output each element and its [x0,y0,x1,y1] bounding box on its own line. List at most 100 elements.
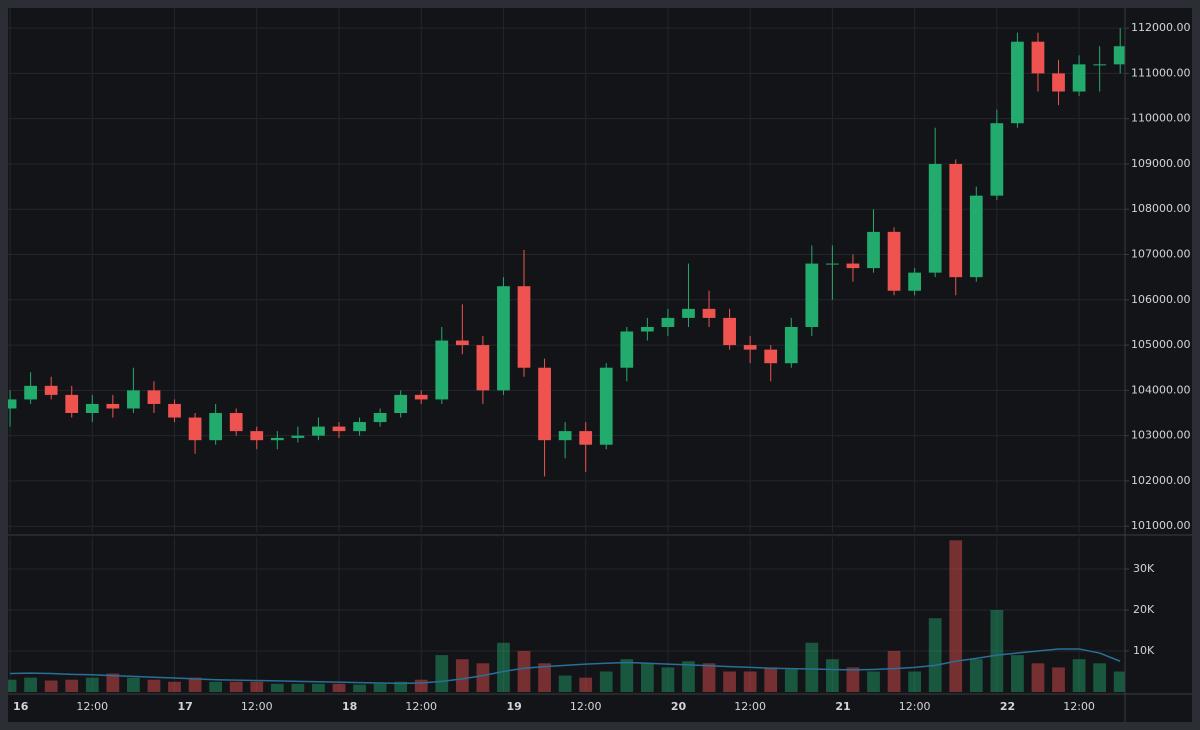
candle-body [65,394,79,414]
volume-bar [353,684,366,692]
volume-bar [969,659,983,692]
volume-bar [1052,667,1065,692]
candle-body [661,317,675,327]
candle-body [928,163,942,273]
y-tick-label: 109000.00 [1131,157,1191,170]
candle-body [394,394,408,414]
volume-bar [65,679,79,692]
volume-tick-label: 30K [1133,562,1155,575]
candle-body [85,403,99,414]
volume-bar [1093,663,1107,692]
candle-body [743,345,757,350]
candle-body [1011,41,1024,124]
volume-bar [1011,655,1024,692]
volume-bar [558,675,572,692]
volume-bar [414,679,428,692]
axis-labels: 16 12:00 17 12:00 18 12:00 19 12:00 20 12:00 21 12:… [13,21,1190,713]
candle-body [784,326,798,364]
x-tick-label: 12:00 [1063,700,1095,713]
candle-body [188,417,202,441]
candle-body [209,413,223,441]
volume-bar [517,650,531,692]
plot-area [8,28,1125,692]
candle-body [517,286,531,368]
candle-body [620,331,634,368]
volume-bar [44,680,58,692]
volume-bar [949,540,963,692]
volume-bar [599,671,613,692]
candle-body [1093,64,1107,66]
volume-bar [538,663,551,692]
candle-body [990,123,1004,196]
candle-body [1052,73,1065,92]
candle-body [640,326,654,332]
candle-body [229,413,243,432]
volume-bar [1113,671,1125,692]
volume-bar [579,677,593,692]
volume-bar [127,677,140,692]
candle-body [826,263,839,265]
volume-bar [723,671,736,692]
volume-bar [682,661,695,692]
y-tick-label: 110000.00 [1131,112,1191,125]
y-tick-label: 102000.00 [1131,474,1191,487]
x-tick-label: 12:00 [241,700,273,713]
volume-bar [168,681,181,692]
y-tick-label: 106000.00 [1131,293,1191,306]
candle-body [476,345,490,391]
candle-body [805,263,819,327]
candle-body [682,308,695,318]
x-tick-label: 12:00 [734,700,766,713]
candle-body [538,367,551,441]
volume-bar [209,681,223,692]
volume-bar [805,642,819,692]
candle-body [8,399,17,409]
volume-bar [435,655,449,692]
volume-bar [394,681,408,692]
candle-body [1031,41,1045,74]
y-tick-label: 104000.00 [1131,383,1191,396]
volume-bar [640,663,654,692]
volume-bar [661,667,675,692]
candle-body [908,272,921,291]
volume-bar [867,671,880,692]
volume-bar [497,642,510,692]
candle-body [1072,64,1086,92]
volume-bar [1072,659,1086,692]
volume-bar [702,663,716,692]
volume-tick-label: 10K [1133,644,1155,657]
candle-body [24,385,37,400]
x-tick-label: 12:00 [899,700,931,713]
volume-bar [332,683,346,692]
volume-bar [312,683,325,692]
volume-tick-label: 20K [1133,603,1155,616]
candle-body [723,317,736,346]
volume-bar [291,683,305,692]
x-tick-label: 12:00 [405,700,437,713]
volume-bar [476,663,490,692]
candle-body [887,231,901,291]
volume-bar [928,618,942,692]
candle-body [44,385,58,395]
x-tick-label: 19 [506,700,521,713]
candle-body [147,390,161,404]
candle-body [949,163,963,278]
x-tick-label: 16 [13,700,29,713]
candle-body [291,435,305,438]
volume-bar [373,683,387,692]
candle-body [702,308,716,318]
x-tick-label: 12:00 [76,700,108,713]
candle-body [127,390,140,409]
volume-bar [250,681,264,692]
y-tick-label: 112000.00 [1131,21,1191,34]
candle-body [332,426,346,432]
candle-body [414,394,428,400]
candle-body [168,403,181,418]
y-tick-label: 105000.00 [1131,338,1191,351]
candle-body [579,431,593,445]
candle-body [435,340,449,400]
volume-bar [24,677,37,692]
volume-bar [229,681,243,692]
x-tick-label: 20 [671,700,687,713]
